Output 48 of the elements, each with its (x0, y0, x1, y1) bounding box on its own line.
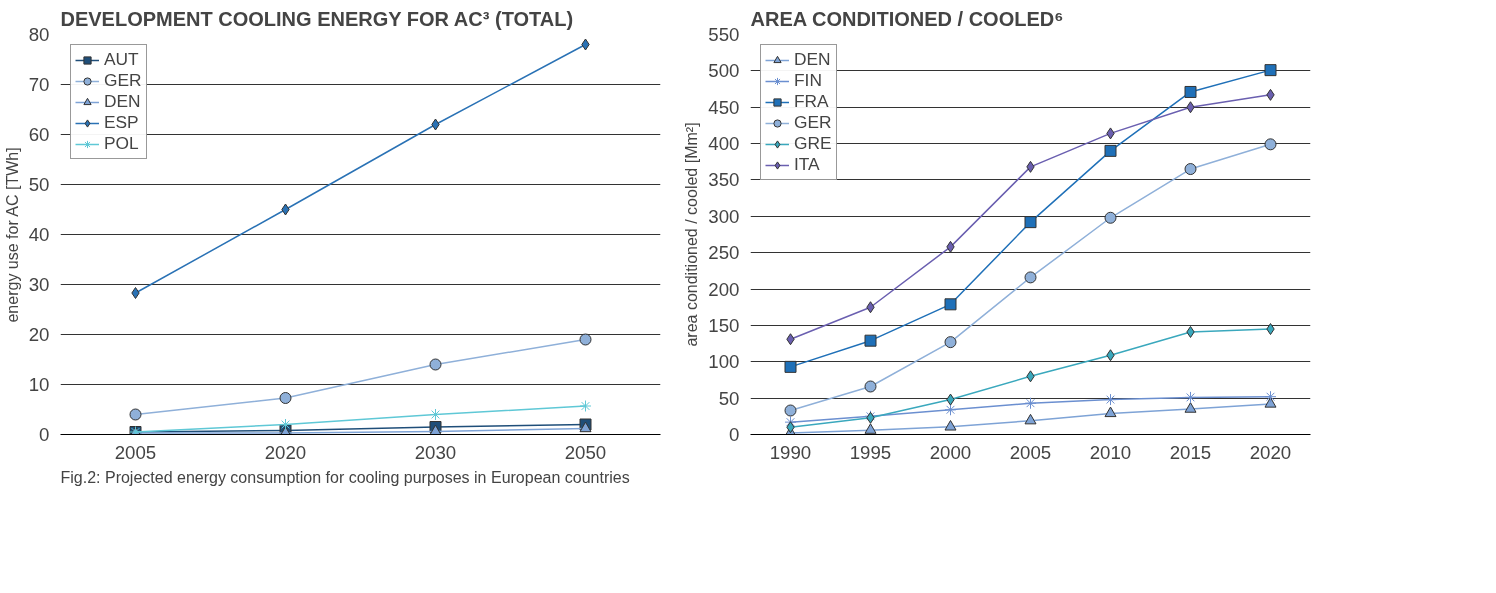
x-tick-label: 2010 (1089, 441, 1132, 463)
x-tick-label: 2030 (414, 441, 457, 463)
legend-label: FIN (794, 70, 822, 91)
x-tick-label: 2020 (1249, 441, 1292, 463)
x-tick-label: 1990 (769, 441, 812, 463)
x-tick-label: 1995 (849, 441, 892, 463)
y-axis-title: energy use for AC [TWh] (3, 147, 21, 323)
y-tick-label: 450 (708, 96, 740, 118)
y-tick-label: 150 (708, 314, 740, 336)
y-tick-label: 40 (28, 224, 50, 245)
y-tick-label: 50 (718, 387, 740, 409)
legend-label: FRA (794, 91, 829, 112)
y-tick-label: 350 (708, 169, 740, 191)
caption: Fig.2: Projected energy consumption for cooling purposes in European countries (60, 468, 630, 486)
y-tick-label: 70 (28, 74, 50, 95)
y-tick-label: 200 (708, 278, 740, 300)
y-tick-label: 0 (729, 424, 740, 445)
x-tick-label: 2020 (264, 441, 307, 463)
y-tick-label: 500 (708, 60, 740, 82)
chart-title: AREA CONDITIONED / COOLED⁶ (750, 7, 1064, 30)
legend-label: GER (104, 70, 142, 91)
legend-label: DEN (794, 49, 831, 70)
y-tick-label: 50 (28, 174, 50, 195)
x-tick-label: 2015 (1169, 441, 1212, 463)
legend-label: DEN (104, 91, 141, 112)
legend-label: AUT (104, 49, 139, 70)
y-tick-label: 300 (708, 205, 740, 227)
x-tick-label: 2005 (1009, 441, 1052, 463)
legend-label: GER (794, 112, 832, 133)
legend-label: ESP (104, 112, 139, 133)
legend-label: POL (104, 133, 139, 154)
x-tick-label: 2050 (564, 441, 607, 463)
y-tick-label: 100 (708, 351, 740, 373)
y-tick-label: 20 (28, 324, 50, 345)
y-tick-label: 60 (28, 124, 50, 145)
y-tick-label: 10 (28, 374, 50, 395)
y-tick-label: 400 (708, 133, 740, 155)
x-tick-label: 2000 (929, 441, 972, 463)
y-tick-label: 0 (39, 424, 50, 445)
y-axis-title: area conditioned / cooled [Mm²] (683, 122, 701, 347)
y-tick-label: 80 (28, 24, 50, 45)
legend-label: GRE (794, 133, 832, 154)
y-tick-label: 250 (708, 242, 740, 264)
legend-label: ITA (794, 154, 820, 175)
x-tick-label: 2005 (114, 441, 157, 463)
chart-title: DEVELOPMENT COOLING ENERGY FOR AC³ (TOTAL) (60, 7, 574, 30)
y-tick-label: 30 (28, 274, 50, 295)
y-tick-label: 550 (708, 24, 740, 45)
